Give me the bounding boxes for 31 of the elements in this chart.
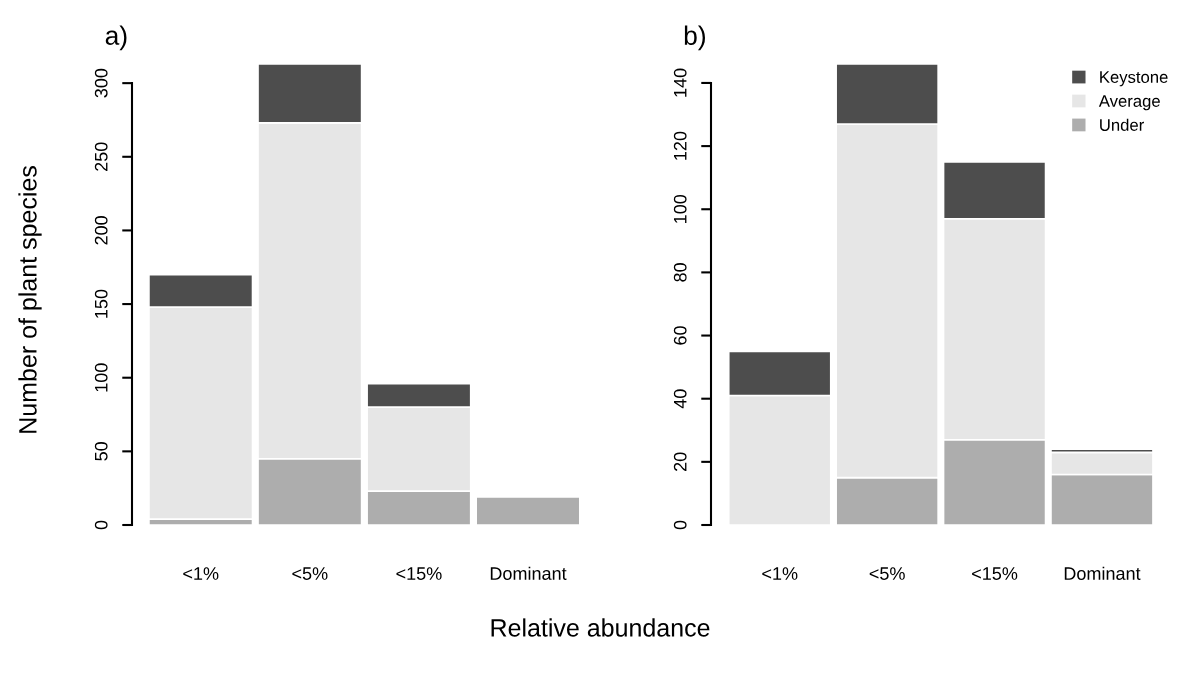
- y-tick-label: 200: [94, 216, 108, 245]
- legend-label: Keystone: [1100, 71, 1168, 87]
- y-tick-label: 300: [94, 68, 108, 98]
- y-tick-label: 140: [673, 68, 687, 97]
- chart-title: a): [105, 25, 127, 51]
- x-tick-label: Dominant: [490, 566, 567, 580]
- y-tick-label: 120: [673, 131, 687, 160]
- x-tick-label: Dominant: [1064, 566, 1141, 580]
- y-tick-label: 0: [94, 520, 108, 530]
- y-tick-label: 250: [94, 142, 108, 171]
- y-tick-label: 0: [673, 520, 687, 530]
- x-tick-label: <5%: [869, 567, 905, 580]
- y-tick-label: 100: [94, 363, 108, 392]
- x-tick-label: <1%: [183, 567, 219, 580]
- x-tick-label: <15%: [396, 567, 442, 580]
- y-tick-label: 100: [673, 194, 687, 223]
- y-tick-label: 150: [94, 289, 108, 318]
- y-tick-label: 20: [673, 452, 687, 471]
- y-tick-label: 80: [673, 263, 687, 282]
- chart-title: b): [684, 25, 705, 51]
- x-axis-title: Relative abundance: [491, 618, 710, 637]
- legend-label: Average: [1098, 95, 1160, 111]
- x-tick-label: <5%: [292, 567, 328, 580]
- y-tick-label: 60: [673, 326, 687, 345]
- y-tick-label: 40: [673, 389, 687, 409]
- y-tick-label: 50: [94, 442, 108, 461]
- x-tick-label: <15%: [972, 567, 1018, 580]
- x-tick-label: <1%: [762, 567, 798, 580]
- y-axis-title: Number of plant species: [18, 166, 42, 433]
- bar: [475, 496, 581, 525]
- legend-label: Under: [1100, 118, 1144, 131]
